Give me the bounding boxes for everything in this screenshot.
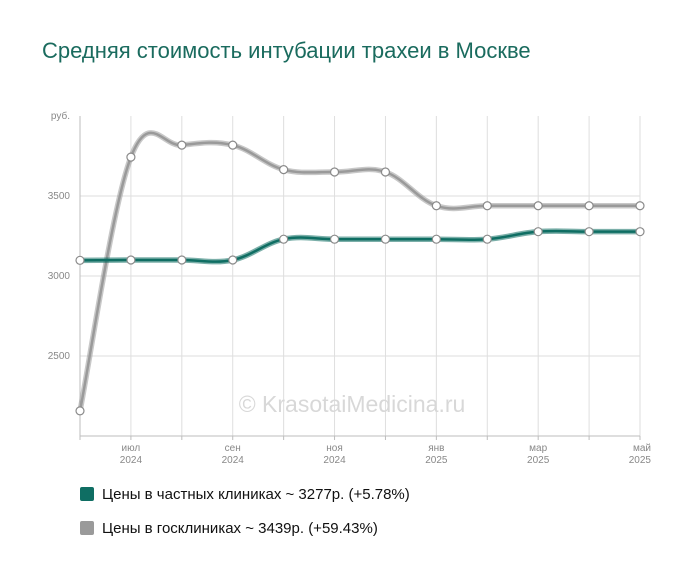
x-tick-label-month: янв <box>428 443 444 454</box>
y-tick-label: 3500 <box>48 191 71 202</box>
x-tick-label-month: сен <box>225 443 241 454</box>
x-tick-label-month: май <box>633 443 651 454</box>
data-point-private <box>75 255 85 265</box>
x-tick-label-year: 2024 <box>323 455 346 466</box>
legend-label-private: Цены в частных клиниках ~ 3277р. (+5.78%… <box>102 486 410 503</box>
x-tick-label-year: 2024 <box>120 455 143 466</box>
series-line-private <box>78 229 642 263</box>
x-tick-label-year: 2025 <box>425 455 448 466</box>
data-point-public <box>635 201 645 211</box>
line-chart: © KrasotaiMedicina.ru 250030003500руб.ию… <box>48 110 652 466</box>
x-tick-label-month: мар <box>529 443 547 454</box>
chart-title: Средняя стоимость интубации трахеи в Мос… <box>42 38 531 63</box>
series-layer <box>75 130 645 416</box>
x-tick-label-year: 2024 <box>222 455 245 466</box>
axes <box>79 116 641 440</box>
data-point-public <box>329 167 340 177</box>
data-point-public <box>533 201 543 211</box>
data-point-public <box>126 152 136 162</box>
data-point-public <box>584 201 594 211</box>
y-unit-label: руб. <box>51 110 70 122</box>
data-point-public <box>380 167 391 177</box>
data-point-private <box>279 234 289 244</box>
data-point-private <box>482 234 492 244</box>
legend-label-public: Цены в госклиниках ~ 3439р. (+59.43%) <box>102 520 378 537</box>
legend-swatch-public <box>80 521 94 535</box>
legend-item-private[interactable]: Цены в частных клиниках ~ 3277р. (+5.78%… <box>80 486 410 503</box>
x-tick-label-year: 2025 <box>629 455 652 466</box>
data-point-private <box>431 234 441 244</box>
data-point-private <box>329 234 340 244</box>
series-line-public <box>78 131 642 413</box>
data-point-private <box>380 234 391 244</box>
x-tick-label-month: июл <box>122 443 141 454</box>
data-point-private <box>635 227 645 237</box>
data-point-public <box>228 140 238 150</box>
data-point-public <box>177 140 187 150</box>
data-point-public <box>482 201 492 211</box>
tick-labels: 250030003500руб.июл2024сен2024ноя2024янв… <box>48 110 652 466</box>
data-point-private <box>126 255 136 265</box>
watermark: © KrasotaiMedicina.ru <box>239 391 466 417</box>
series-line-shadow-public <box>77 130 643 414</box>
grid <box>80 116 641 436</box>
data-point-public <box>431 201 441 211</box>
data-point-private <box>177 255 187 265</box>
data-point-public <box>75 406 85 416</box>
data-point-private <box>533 227 543 237</box>
x-tick-label-month: ноя <box>326 443 343 454</box>
y-tick-label: 3000 <box>48 271 71 282</box>
legend-item-public[interactable]: Цены в госклиниках ~ 3439р. (+59.43%) <box>80 520 378 537</box>
data-point-public <box>279 165 289 175</box>
x-tick-label-year: 2025 <box>527 455 550 466</box>
series-line-shadow-private <box>77 228 643 265</box>
data-point-private <box>584 227 594 237</box>
legend-swatch-private <box>80 487 94 501</box>
y-tick-label: 2500 <box>48 351 71 362</box>
data-point-private <box>228 255 238 265</box>
